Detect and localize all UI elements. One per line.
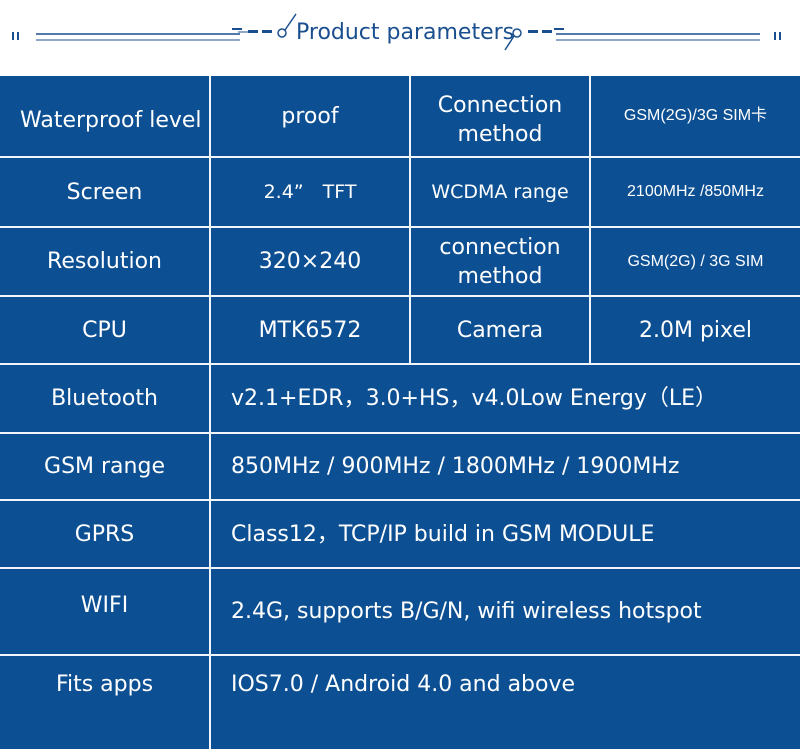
param-label-connection-method-2: connection method <box>439 234 561 289</box>
param-label-bluetooth: Bluetooth <box>51 386 158 411</box>
row-divider <box>0 432 800 434</box>
column-divider <box>589 76 591 363</box>
row-divider <box>0 567 800 569</box>
param-value-fits-apps: IOS7.0 / Android 4.0 and above <box>231 671 576 697</box>
param-label-gsm-range: GSM range <box>44 454 165 479</box>
row-divider <box>0 226 800 228</box>
param-label-camera: Camera <box>456 317 544 343</box>
param-value-waterproof: proof <box>281 103 339 129</box>
param-value-camera: 2.0M pixel <box>638 317 753 343</box>
param-label-connection-method: Connection method <box>437 93 563 147</box>
param-value-resolution: 320×240 <box>258 249 362 274</box>
param-value-gsm-range: 850MHz / 900MHz / 1800MHz / 1900MHz <box>231 454 680 479</box>
param-label-wifi: WIFI <box>80 592 129 618</box>
param-value-wcdma-range: 2100MHz /850MHz <box>627 183 764 200</box>
param-value-connection-method: GSM(2G)/3G SIM卡 <box>623 107 768 124</box>
row-divider <box>0 654 800 656</box>
param-value-gprs: Class12，TCP/IP build in GSM MODULE <box>231 521 655 547</box>
param-label-resolution: Resolution <box>47 249 162 274</box>
param-label-waterproof: Waterproof level <box>20 107 202 133</box>
page-title: Product parameters <box>296 20 515 45</box>
parameters-table: Waterproof level proof Connection method… <box>0 76 800 749</box>
param-label-gprs: GPRS <box>74 521 135 547</box>
column-divider <box>409 76 411 363</box>
param-label-screen: Screen <box>66 179 143 205</box>
param-value-cpu: MTK6572 <box>258 317 362 343</box>
section-header: Product parameters <box>0 0 800 76</box>
row-divider <box>0 156 800 158</box>
row-divider <box>0 363 800 365</box>
column-divider <box>209 76 211 749</box>
row-divider <box>0 295 800 297</box>
param-label-fits-apps: Fits apps <box>55 671 154 697</box>
header-decoration <box>12 13 781 51</box>
param-label-cpu: CPU <box>82 317 127 343</box>
param-value-connection-method-2: GSM(2G) / 3G SIM <box>627 252 764 270</box>
param-value-wifi: 2.4G, supports B/G/N, wifi wireless hots… <box>231 599 702 624</box>
row-divider <box>0 499 800 501</box>
param-value-bluetooth: v2.1+EDR，3.0+HS，v4.0Low Energy（LE） <box>231 386 717 411</box>
param-value-screen: 2.4” TFT <box>263 181 357 203</box>
param-label-wcdma-range: WCDMA range <box>431 181 569 203</box>
